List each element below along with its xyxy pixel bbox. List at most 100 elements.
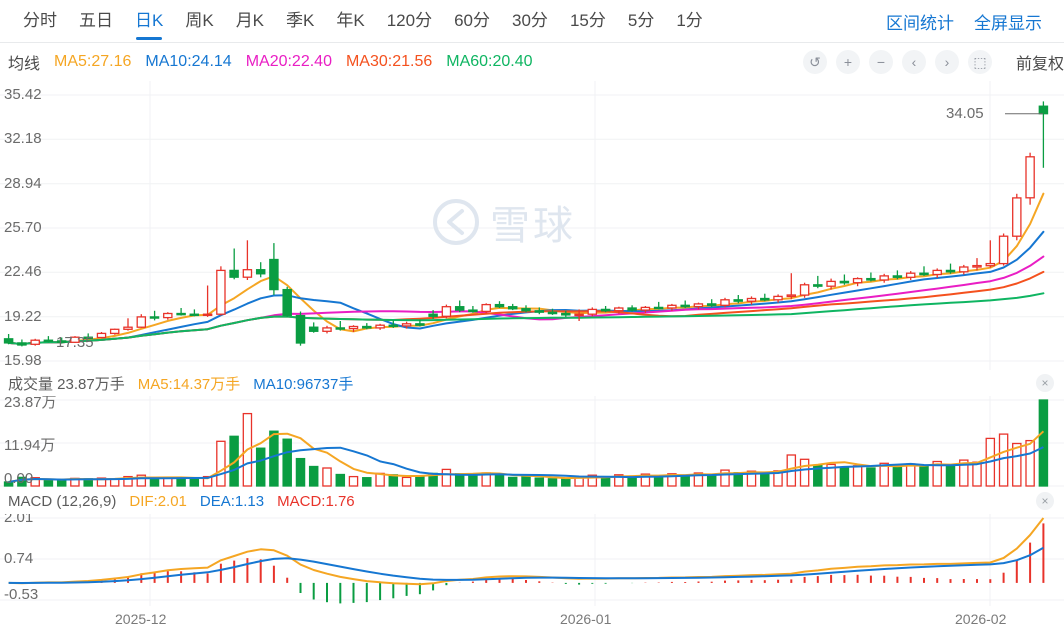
candle-21 xyxy=(282,288,292,317)
candle-39 xyxy=(521,308,531,312)
candle-40 xyxy=(534,310,545,313)
candle-16 xyxy=(216,269,226,315)
price-y-tick-5: 19.22 xyxy=(4,307,42,325)
candlestick-plot[interactable] xyxy=(0,81,1064,370)
volume-bar-9 xyxy=(123,475,133,487)
price-y-tick-0: 35.42 xyxy=(4,86,42,103)
candle-8 xyxy=(109,328,120,335)
x-axis-tick-2: 2026-02 xyxy=(955,611,1007,627)
candle-69 xyxy=(919,272,929,276)
ma-line-MA10 xyxy=(7,230,1045,345)
candle-19 xyxy=(255,269,266,275)
ma-legend-item-0: MA5:27.16 xyxy=(54,53,132,70)
volume-bar-21 xyxy=(282,438,292,487)
macd-dif-line xyxy=(8,517,1045,586)
macd-chart-panel[interactable]: MACD (12,26,9) DIF:2.01 DEA:1.13 MACD:1.76… xyxy=(0,488,1064,606)
volume-bar-31 xyxy=(415,475,425,487)
period-tab-8[interactable]: 60分 xyxy=(454,11,491,30)
period-tab-5[interactable]: 季K xyxy=(286,11,315,30)
period-tab-6[interactable]: 年K xyxy=(336,11,365,30)
range-stats-button[interactable]: 区间统计 xyxy=(886,13,954,33)
candle-56 xyxy=(746,297,757,302)
volume-bar-71 xyxy=(945,464,956,487)
volume-bar-56 xyxy=(746,470,757,487)
candle-0 xyxy=(3,338,14,344)
period-tab-0[interactable]: 分时 xyxy=(23,11,57,30)
period-tab-2[interactable]: 日K xyxy=(124,0,174,42)
volume-bar-4 xyxy=(56,479,67,487)
macd-legend-item-0: DIF:2.01 xyxy=(129,492,187,510)
volume-bars-plot[interactable] xyxy=(0,370,1064,488)
x-axis: 2025-12 2026-01 2026-02 xyxy=(0,606,1064,636)
ma-legend-item-3: MA30:21.56 xyxy=(345,53,433,70)
candle-23 xyxy=(308,326,319,332)
candle-64 xyxy=(852,277,863,284)
adjustment-mode-button[interactable]: 前复权 xyxy=(1015,56,1064,73)
candle-7 xyxy=(96,332,107,339)
macd-y-tick-2: -0.53 xyxy=(4,586,39,603)
candle-4 xyxy=(56,340,67,343)
candle-65 xyxy=(866,277,876,281)
candle-50 xyxy=(667,304,677,309)
price-y-tick-4: 22.46 xyxy=(4,263,42,281)
period-tab-4[interactable]: 月K xyxy=(235,11,265,30)
candle-55 xyxy=(733,299,743,302)
period-tab-3[interactable]: 周K xyxy=(185,11,214,30)
ma-line-MA5 xyxy=(7,192,1045,345)
volume-bar-77 xyxy=(1025,439,1035,487)
volume-bar-35 xyxy=(468,475,478,487)
period-tab-10[interactable]: 15分 xyxy=(569,11,606,30)
prev-icon[interactable]: ‹ xyxy=(901,50,926,74)
candle-77 xyxy=(1025,156,1035,199)
volume-bar-37 xyxy=(494,474,505,487)
volume-bar-44 xyxy=(587,474,598,487)
volume-bar-50 xyxy=(667,473,677,487)
zoom-out-icon[interactable]: − xyxy=(868,50,893,74)
screenshot-icon[interactable]: ⬚ xyxy=(967,50,992,74)
volume-bar-46 xyxy=(614,474,624,487)
next-icon[interactable]: › xyxy=(934,50,959,74)
period-toolbar: 分时 五日 日K 周K 月K 季K 年K 120分 60分 30分 15分 5分 1分 区间统计 全屏显… xyxy=(0,0,1064,43)
zoom-in-icon[interactable]: + xyxy=(835,50,860,74)
period-tab-7[interactable]: 120分 xyxy=(386,11,433,30)
candle-49 xyxy=(653,306,664,310)
fullscreen-button[interactable]: 全屏显示 xyxy=(974,13,1042,33)
volume-bar-73 xyxy=(972,461,982,487)
close-volume-panel-button[interactable]: × xyxy=(1036,374,1054,392)
volume-bar-54 xyxy=(720,469,730,487)
candle-18 xyxy=(242,269,253,278)
volume-bar-67 xyxy=(892,465,903,487)
volume-bar-48 xyxy=(640,473,651,487)
candle-22 xyxy=(295,314,306,344)
ma-legend-item-1: MA10:24.14 xyxy=(145,53,232,70)
candle-37 xyxy=(494,303,505,308)
candle-58 xyxy=(773,295,783,301)
period-tab-9[interactable]: 30分 xyxy=(512,11,548,30)
ma-legend-items: MA5:27.16 MA10:24.14 MA20:22.40 MA30:21.56 M… xyxy=(54,53,547,71)
volume-bar-41 xyxy=(547,478,558,487)
candle-6 xyxy=(83,336,93,340)
period-tab-1[interactable]: 五日 xyxy=(79,11,113,30)
candle-15 xyxy=(202,313,213,317)
candle-29 xyxy=(388,324,399,328)
volume-bar-52 xyxy=(693,472,704,487)
period-tab-12[interactable]: 1分 xyxy=(676,11,703,30)
volume-y-tick-2: 0.00 xyxy=(4,470,34,487)
price-chart-panel[interactable]: 35.42 32.18 28.94 25.70 22.46 19.22 15.98 17.3… xyxy=(0,81,1064,370)
candle-34 xyxy=(454,306,465,311)
undo-icon[interactable]: ↺ xyxy=(802,50,827,74)
period-tab-11[interactable]: 5分 xyxy=(627,11,655,30)
macd-panel-header: MACD (12,26,9) DIF:2.01 DEA:1.13 MACD:1.76 xyxy=(0,488,1064,514)
volume-bar-22 xyxy=(295,457,306,487)
volume-chart-panel[interactable]: 成交量 23.87万手 MA5:14.37万手 MA10:96737手 × 23.… xyxy=(0,370,1064,488)
candle-12 xyxy=(163,312,173,319)
volume-bar-19 xyxy=(255,447,266,487)
x-axis-tick-0: 2025-12 xyxy=(115,611,167,627)
volume-bar-14 xyxy=(189,478,200,487)
volume-bar-38 xyxy=(507,476,518,487)
macd-plot[interactable] xyxy=(0,488,1064,606)
volume-bar-24 xyxy=(322,467,332,487)
candle-60 xyxy=(799,284,810,296)
candle-46 xyxy=(614,307,624,312)
close-macd-panel-button[interactable]: × xyxy=(1036,492,1054,510)
